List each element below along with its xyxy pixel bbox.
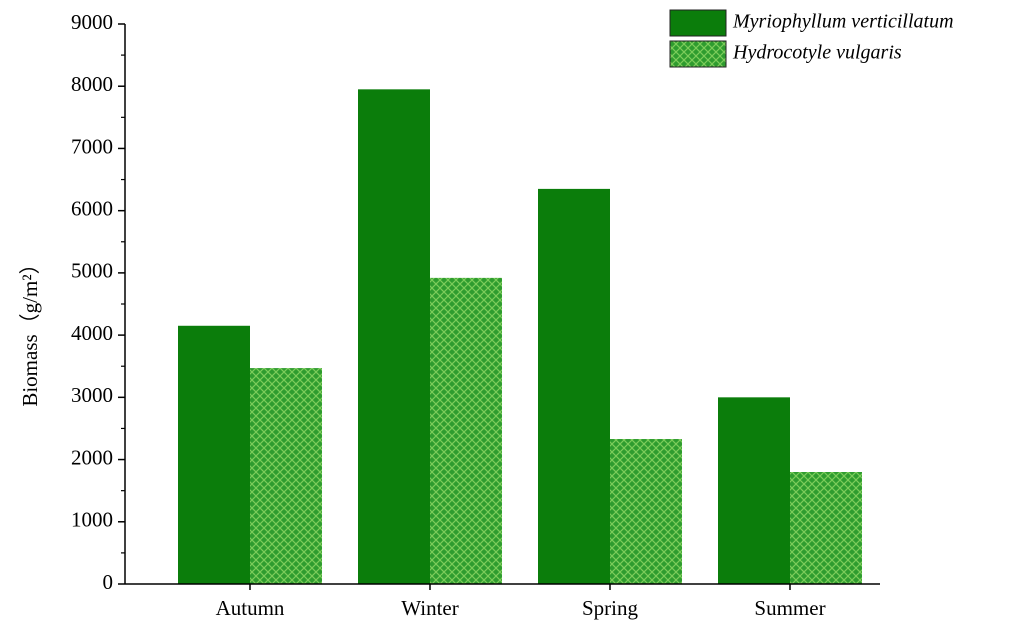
bar [718,397,790,584]
bar [430,277,502,584]
bar [358,89,430,584]
y-tick-label: 7000 [71,134,113,158]
y-axis-label: Biomass（g/m²） [18,253,42,406]
x-tick-label: Summer [754,596,825,620]
y-tick-label: 4000 [71,321,113,345]
bar [178,325,250,584]
x-tick-label: Winter [401,596,458,620]
x-tick-label: Spring [582,596,639,620]
y-tick-label: 9000 [71,10,113,34]
y-tick-label: 1000 [71,508,113,532]
y-tick-label: 8000 [71,72,113,96]
y-tick-label: 2000 [71,445,113,469]
bar [610,439,682,584]
bar [790,472,862,584]
bar [538,188,610,584]
legend-label: Hydrocotyle vulgaris [732,42,902,64]
y-tick-label: 5000 [71,259,113,283]
y-tick-label: 3000 [71,383,113,407]
legend-label: Myriophyllum verticillatum [732,11,954,33]
x-tick-label: Autumn [216,596,285,620]
bar [250,368,322,584]
legend-swatch [669,9,727,37]
y-tick-label: 6000 [71,196,113,220]
legend-swatch [669,40,727,68]
y-tick-label: 0 [103,570,114,594]
